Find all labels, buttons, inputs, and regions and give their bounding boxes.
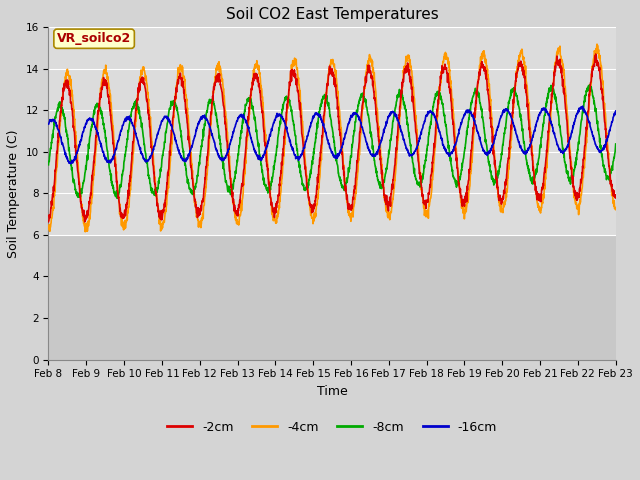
X-axis label: Time: Time (317, 385, 348, 398)
Text: VR_soilco2: VR_soilco2 (57, 32, 131, 45)
Legend: -2cm, -4cm, -8cm, -16cm: -2cm, -4cm, -8cm, -16cm (162, 416, 502, 439)
Title: Soil CO2 East Temperatures: Soil CO2 East Temperatures (226, 7, 438, 22)
Bar (49, 27, 616, 235)
Y-axis label: Soil Temperature (C): Soil Temperature (C) (7, 129, 20, 258)
